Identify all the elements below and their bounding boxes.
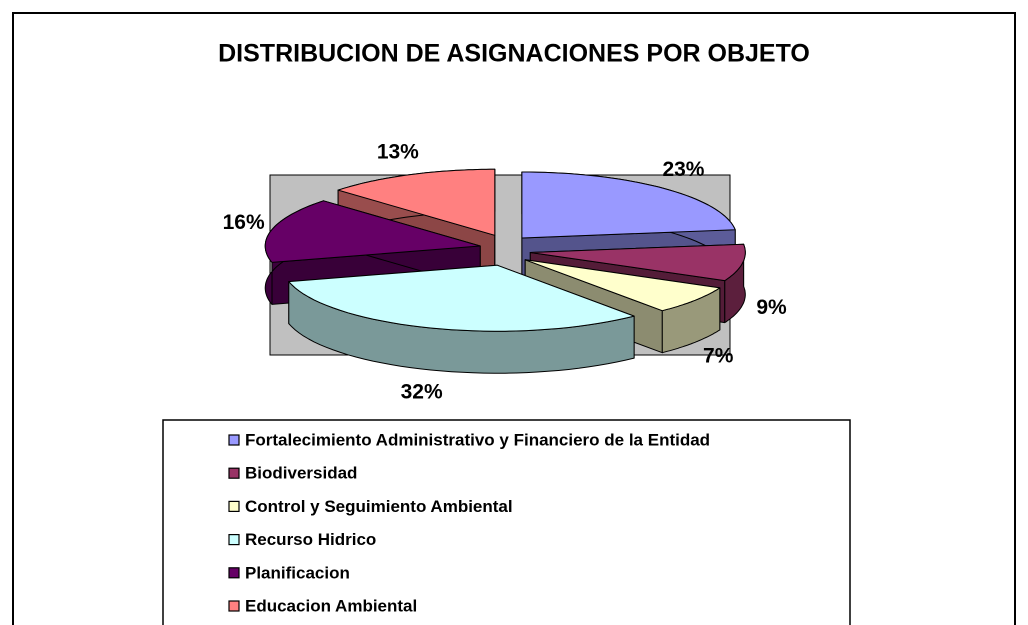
legend-label: Educacion Ambiental	[245, 596, 417, 615]
legend-label: Recurso Hidrico	[245, 530, 376, 549]
legend-box	[162, 419, 851, 625]
pie-slice	[264, 200, 481, 263]
legend-label: Planificacion	[245, 563, 350, 582]
legend-label: Control y Seguimiento Ambiental	[245, 497, 513, 516]
pie-slice	[521, 171, 736, 239]
chart-frame	[12, 12, 1016, 625]
pie-slice	[529, 243, 746, 282]
legend-swatch	[228, 500, 240, 512]
legend-swatch	[228, 567, 240, 579]
chart-title: DISTRIBUCION DE ASIGNACIONES POR OBJETO	[218, 40, 810, 68]
pie-slice	[524, 259, 721, 312]
data-label: 13%	[377, 140, 419, 163]
data-label: 23%	[662, 158, 704, 181]
data-label: 16%	[223, 211, 265, 234]
legend-swatch	[228, 533, 240, 546]
pie-slice-group	[288, 264, 635, 374]
data-label: 32%	[401, 380, 443, 403]
legend-swatch	[228, 467, 240, 479]
legend-swatch	[228, 434, 240, 446]
legend-label: Biodiversidad	[245, 464, 357, 483]
pie-slice	[337, 168, 496, 236]
data-label: 7%	[703, 345, 734, 368]
legend-label: Fortalecimiento Administrativo y Financi…	[245, 430, 710, 449]
pie-slice	[288, 264, 635, 332]
data-label: 9%	[756, 296, 787, 319]
legend-swatch	[228, 600, 240, 612]
